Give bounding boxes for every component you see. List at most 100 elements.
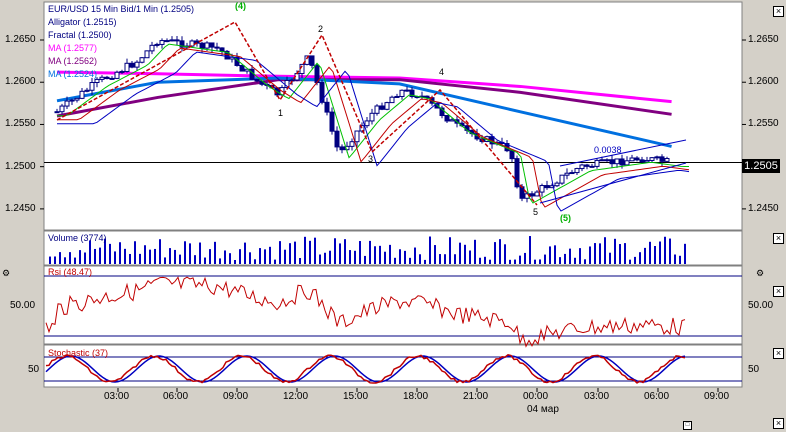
ma-line — [56, 70, 672, 104]
candle — [629, 157, 635, 162]
time-tick: 21:00 — [463, 391, 489, 402]
candle — [79, 90, 85, 99]
scrollbar-track — [0, 415, 786, 432]
candle — [619, 158, 625, 166]
candle — [94, 78, 100, 84]
candle — [534, 191, 540, 197]
price-y-tick: 1.2450 — [748, 202, 779, 214]
candle — [654, 156, 660, 159]
channel-line-lower — [539, 162, 687, 204]
candle — [124, 62, 130, 72]
candle — [394, 95, 400, 98]
candle — [324, 101, 330, 113]
candle — [644, 159, 650, 163]
candle — [424, 95, 430, 99]
candle — [364, 120, 370, 127]
close-stochastic-panel-button[interactable]: × — [773, 348, 784, 359]
candle — [604, 159, 610, 162]
stochastic-y-tick-left: 50 — [28, 364, 40, 375]
time-tick: 06:00 — [644, 391, 670, 402]
rsi-y-tick-right: 50.00 — [748, 300, 774, 311]
candle — [584, 164, 590, 167]
close-price-panel-button[interactable]: × — [773, 6, 784, 17]
rsi-legend: Rsi (48.47) — [48, 267, 93, 277]
candle — [154, 43, 160, 46]
candle — [664, 158, 670, 162]
candle — [179, 40, 185, 48]
alligator-teeth — [57, 47, 690, 208]
wave-line — [56, 20, 538, 206]
candle — [554, 182, 560, 187]
price-y-tick: 1.2550 — [5, 118, 36, 130]
wave-label: 5 — [533, 207, 539, 217]
close-volume-panel-button[interactable]: × — [773, 233, 784, 244]
candle — [159, 40, 165, 45]
candle — [649, 157, 655, 161]
candle — [99, 76, 105, 80]
rsi-settings-icon-right[interactable]: ⚙ — [756, 268, 765, 278]
candle — [404, 89, 410, 92]
time-tick: 03:00 — [104, 391, 130, 402]
rsi-settings-icon[interactable]: ⚙ — [2, 268, 11, 278]
current-price-label: 1.2505 — [742, 159, 780, 173]
candle — [614, 158, 620, 165]
time-tick: 06:00 — [163, 391, 189, 402]
candle — [389, 96, 395, 104]
candle — [564, 172, 570, 176]
time-tick: 09:00 — [704, 391, 730, 402]
candle — [199, 42, 205, 49]
candle — [164, 40, 170, 43]
price-y-tick: 1.2600 — [748, 76, 779, 88]
price-legend-item: MA (1.2562) — [48, 56, 98, 66]
candle — [309, 55, 315, 66]
candle — [134, 61, 140, 68]
candle — [519, 186, 525, 199]
candle — [174, 39, 180, 42]
candle — [54, 111, 60, 114]
candle — [239, 64, 245, 72]
candle — [129, 62, 135, 68]
price-y-tick: 1.2600 — [5, 76, 36, 88]
wave-label: 1 — [278, 108, 284, 118]
wave-label: 2 — [318, 24, 324, 34]
close-rsi-panel-button[interactable]: × — [773, 286, 784, 297]
candle — [139, 57, 145, 63]
candle — [529, 193, 535, 197]
candle — [544, 185, 550, 189]
wave-label: (4) — [235, 1, 246, 11]
candle — [539, 185, 545, 193]
candle — [209, 42, 215, 48]
candle — [214, 46, 220, 49]
candle — [119, 70, 125, 73]
candle — [349, 141, 355, 147]
candle — [64, 100, 70, 107]
price-y-tick: 1.2550 — [748, 118, 779, 130]
candle — [219, 47, 225, 52]
candle — [594, 159, 600, 167]
candle — [329, 111, 335, 132]
date-label: 04 мар — [527, 404, 559, 415]
candle — [109, 77, 115, 80]
ma-line — [56, 76, 672, 148]
price-y-tick: 1.2500 — [5, 160, 36, 172]
candle — [439, 107, 445, 117]
stochastic-line — [45, 353, 686, 384]
price-legend-item: MA (1.2577) — [48, 43, 98, 53]
candle — [354, 130, 360, 143]
candle — [334, 130, 340, 148]
candle — [169, 39, 175, 42]
rsi-line — [45, 276, 686, 348]
candle — [444, 115, 450, 122]
alligator-jaw — [57, 51, 690, 212]
candle — [624, 160, 630, 166]
candle — [189, 40, 195, 47]
price-panel — [43, 1, 743, 231]
wave-label: 3 — [368, 154, 374, 164]
candle — [59, 105, 65, 113]
candle — [384, 102, 390, 110]
price-legend-item: MA (1.2524) — [48, 69, 98, 79]
maximize-button[interactable]: □ — [683, 421, 692, 430]
close-chart-button[interactable]: × — [773, 418, 784, 429]
candle — [549, 185, 555, 189]
candle — [369, 112, 375, 122]
